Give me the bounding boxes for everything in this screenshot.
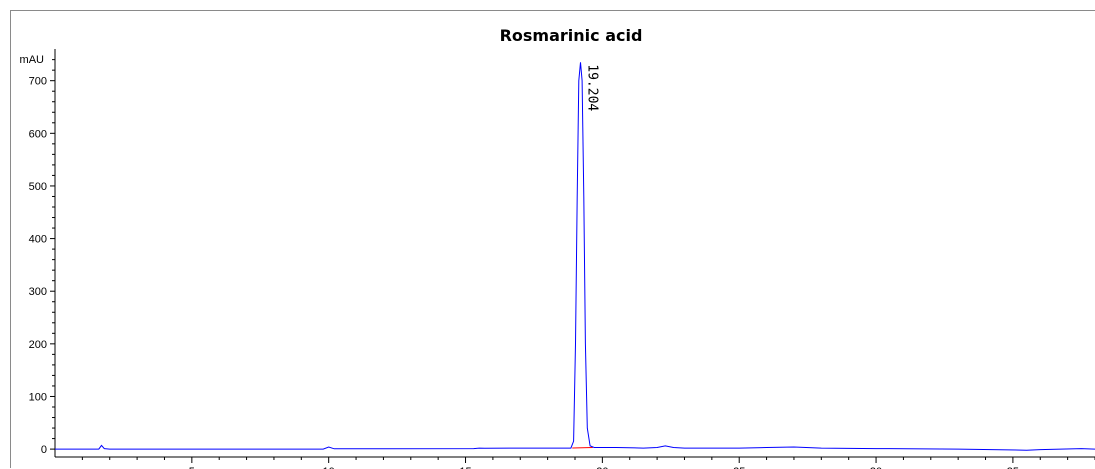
chromatogram-panel: Rosmarinic acid mAU 0 100 200 300 400 500 600 7…: [10, 10, 1095, 469]
integration-baseline: [572, 447, 593, 449]
x-axis-ticks: 5101520253035: [81, 457, 1095, 469]
chart-title: Rosmarinic acid: [500, 26, 643, 45]
y-tick-label: 200: [29, 339, 47, 351]
chromatogram-trace: [55, 62, 1095, 451]
y-tick-label: 0: [41, 444, 47, 456]
y-tick-label: 100: [29, 391, 47, 403]
y-axis-unit-label: mAU: [20, 54, 45, 66]
y-tick-label: 500: [29, 181, 47, 193]
y-tick-label: 400: [29, 234, 47, 246]
y-axis-ticks: 0 100 200 300 400 500 600 700: [29, 59, 55, 456]
y-tick-label: 700: [29, 76, 47, 88]
y-tick-label: 600: [29, 128, 47, 140]
peak-retention-time-label: 19.204: [585, 64, 600, 111]
y-tick-label: 300: [29, 286, 47, 298]
plot-area: 19.204: [55, 62, 1095, 451]
chromatogram-chart: Rosmarinic acid mAU 0 100 200 300 400 500 600 7…: [20, 26, 1095, 469]
